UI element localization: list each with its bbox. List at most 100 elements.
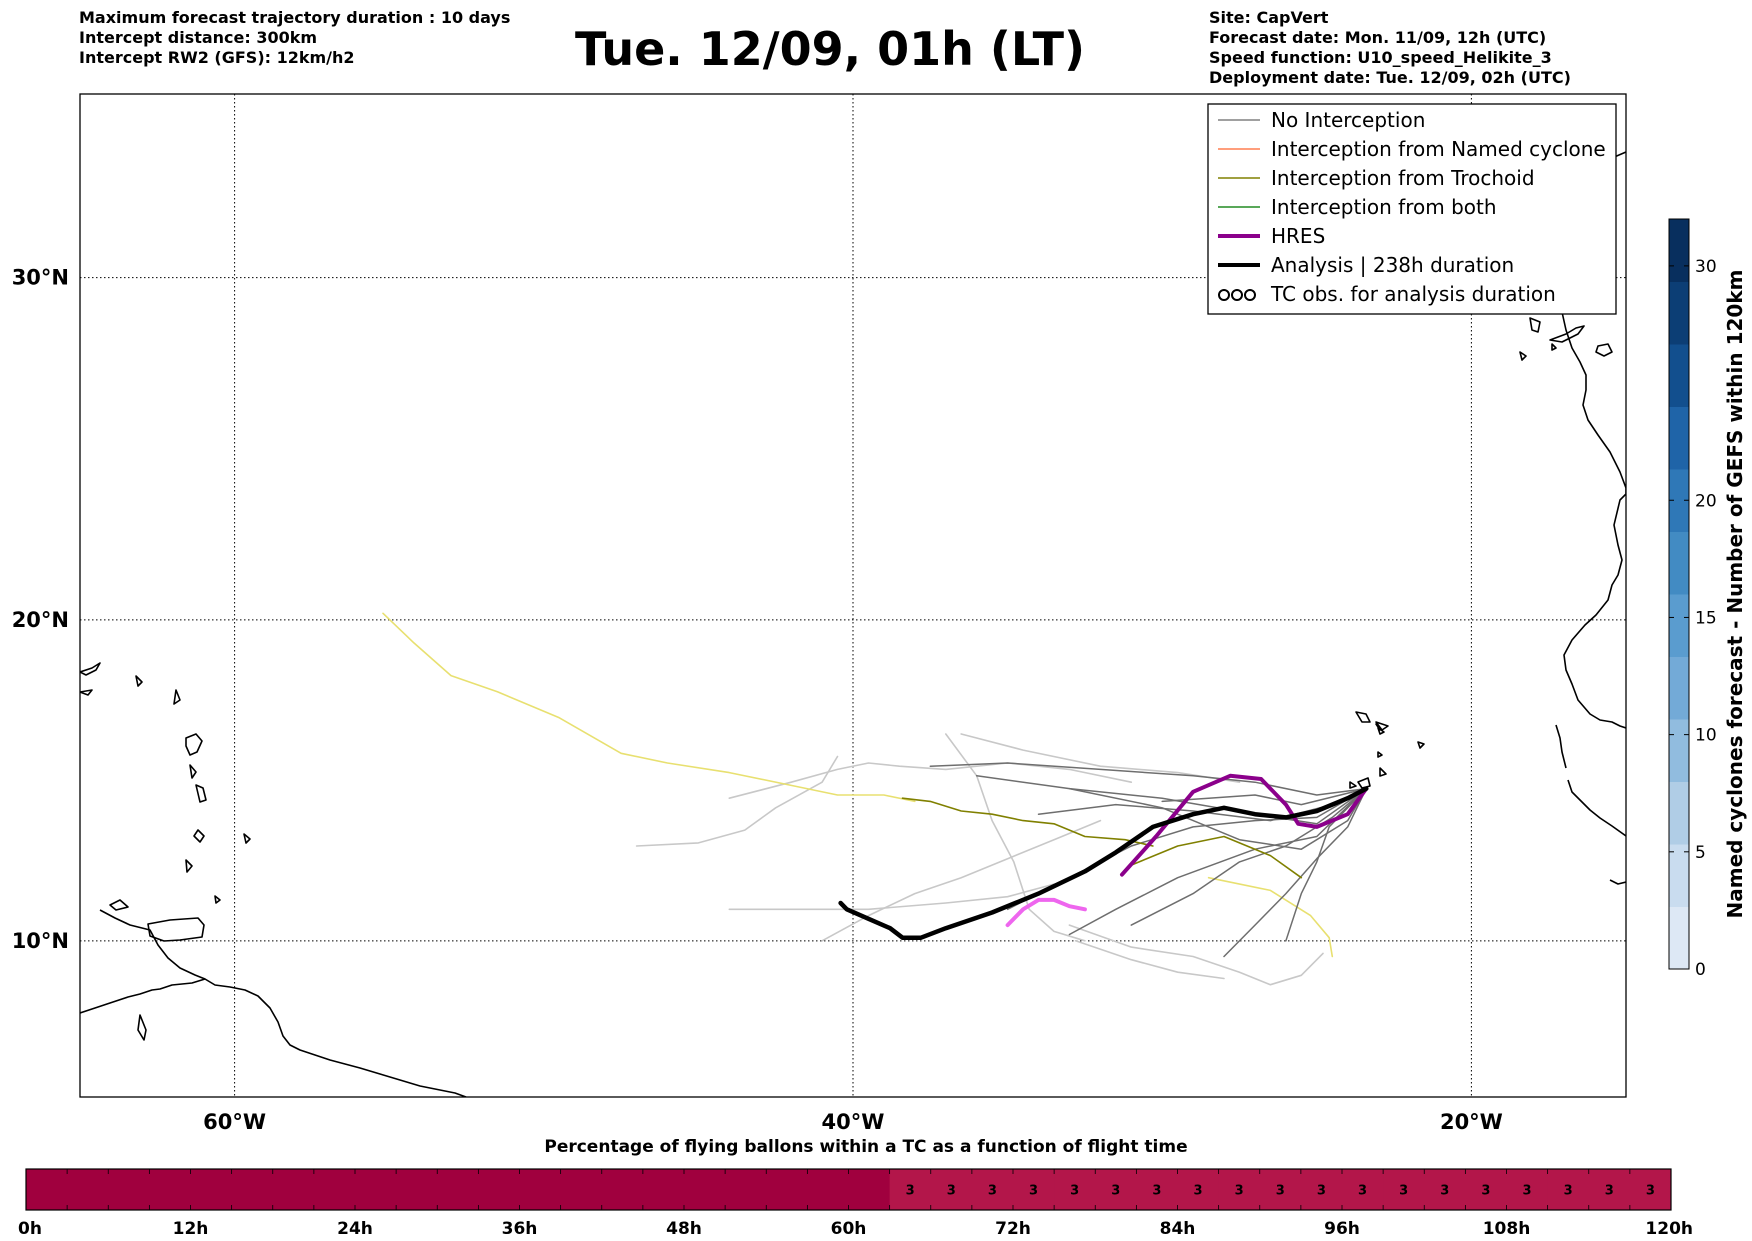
coast-capeverde-9 — [1377, 751, 1383, 758]
timebar-cells: 3 3 3 3 3 3 3 3 3 3 3 3 3 3 3 3 3 3 3 — [26, 1169, 1672, 1210]
timebar-cell — [355, 1169, 397, 1210]
gefs-light-track — [635, 755, 839, 847]
hres-light-track — [1005, 897, 1087, 928]
legend-label: TC obs. for analysis duration — [1270, 282, 1556, 306]
tc-symbol-icon — [1218, 289, 1256, 301]
coast-capeverde-5 — [1357, 777, 1371, 789]
timebar-cell-value: 3 — [1194, 1184, 1203, 1199]
timebar-cell — [766, 1169, 808, 1210]
timebar-cell — [642, 1169, 685, 1210]
timebar-cell — [725, 1169, 767, 1210]
timebar-cell-value: 3 — [1358, 1184, 1367, 1199]
coast-island-tobago — [214, 895, 221, 904]
timebar-cell — [519, 1169, 562, 1210]
timebar-cell — [1177, 1169, 1220, 1210]
colorbar-segment — [1669, 594, 1689, 657]
legend-label: HRES — [1271, 224, 1325, 248]
colorbar-segment — [1669, 344, 1689, 407]
timebar-cell-value: 3 — [1646, 1184, 1655, 1199]
axis-tick-labels: 30°N 20°N 10°N 60°W 40°W 20°W — [12, 266, 1503, 1134]
timebar-cell-value: 3 — [1523, 1184, 1532, 1199]
timebar-tick-label: 96h — [1324, 1219, 1360, 1239]
no-interception-track — [975, 775, 1368, 825]
coast-capeverde-1 — [1355, 711, 1371, 723]
legend-box — [1207, 103, 1617, 315]
timebar-cell-value: 3 — [1235, 1184, 1244, 1199]
timebar-cell — [1465, 1169, 1507, 1210]
timebar-cell — [1424, 1169, 1466, 1210]
colorbar-tick-label: 0 — [1695, 960, 1706, 980]
colorbar: 0 5 10 15 20 30 Named cyclones forecast - Num… — [1668, 218, 1747, 980]
timebar-cell — [1259, 1169, 1302, 1210]
timebar-cell-value: 3 — [1111, 1184, 1120, 1199]
lat-tick-label: 10°N — [12, 929, 69, 953]
tc-symbol-ring — [1218, 289, 1230, 301]
trochoid-track — [901, 797, 1154, 847]
analysis-track — [838, 786, 1369, 940]
lat-tick-label: 30°N — [12, 266, 69, 290]
forecast-date-text: Forecast date: Mon. 11/09, 12h (UTC) — [1209, 28, 1547, 47]
timebar-cell — [272, 1169, 315, 1210]
timebar-cell — [67, 1169, 109, 1210]
no-interception-track — [1223, 787, 1368, 958]
timebar-cell-value: 3 — [988, 1184, 997, 1199]
no-interception-track — [1285, 787, 1368, 942]
gefs-light-track — [1068, 924, 1324, 986]
timebar-cell — [1054, 1169, 1096, 1210]
colorbar-label: Named cyclones forecast - Number of GEFS… — [1723, 270, 1747, 919]
gefs-light-track — [728, 883, 1055, 911]
timebar-cell — [1300, 1169, 1343, 1210]
colorbar-segment — [1669, 281, 1689, 345]
coast-south-america — [80, 978, 467, 1097]
max-duration-text: Maximum forecast trajectory duration : 1… — [79, 8, 511, 27]
colorbar-ticks: 0 5 10 15 20 30 — [1669, 257, 1717, 980]
colorbar-segment — [1669, 531, 1689, 595]
trochoid-track — [1130, 835, 1303, 879]
timebar-cell — [1588, 1169, 1631, 1210]
lon-tick-label: 60°W — [203, 1110, 266, 1134]
deployment-date-text: Deployment date: Tue. 12/09, 02h (UTC) — [1209, 68, 1571, 87]
no-interception-track — [929, 762, 1368, 796]
timebar-cell-value: 3 — [1481, 1184, 1490, 1199]
coast-capeverde-2 — [1375, 721, 1389, 731]
timebar-title: Percentage of flying ballons within a TC… — [544, 1137, 1187, 1157]
coast-island-small-1 — [135, 675, 143, 687]
timebar-tick-label: 0h — [18, 1219, 42, 1239]
timebar-cell-value: 3 — [906, 1184, 915, 1199]
coast-capeverde-4 — [1375, 723, 1381, 731]
coast-island-antilles-3 — [189, 764, 197, 779]
timebar-ticks: 0h 12h 24h 36h 48h 60h 72h 84h 96h 108h 120h — [18, 1169, 1693, 1239]
timebar-cell-value: 3 — [1029, 1184, 1038, 1199]
timebar-cell — [231, 1169, 274, 1210]
timebar-cell — [807, 1169, 849, 1210]
coast-canary-4 — [1519, 351, 1527, 361]
timebar-cell — [848, 1169, 891, 1210]
no-interception-track — [1068, 787, 1368, 850]
intercept-distance-text: Intercept distance: 300km — [79, 28, 318, 47]
coast-island-antilles-2 — [195, 784, 207, 803]
colorbar-tick-label: 15 — [1695, 608, 1717, 628]
speed-function-text: Speed function: U10_speed_Helikite_3 — [1209, 48, 1552, 67]
coast-island-antilles-6 — [243, 833, 251, 844]
coast-island-2 — [80, 689, 93, 696]
timebar-cell-value: 3 — [1440, 1184, 1449, 1199]
colorbar-segment — [1669, 844, 1689, 907]
legend: No Interception Interception from Named c… — [1207, 103, 1617, 315]
timebar-cell — [108, 1169, 150, 1210]
coast-africa-senegal — [1555, 724, 1567, 769]
timebar-tick-label: 108h — [1483, 1219, 1531, 1239]
colorbar-segment — [1669, 469, 1689, 532]
legend-label: Interception from Trochoid — [1271, 166, 1535, 190]
timebar-cell — [1095, 1169, 1137, 1210]
map-frame — [79, 93, 1627, 1098]
no-interception-track — [1130, 787, 1368, 926]
colorbar-tick-label: 30 — [1695, 257, 1717, 277]
timebar-tick-label: 36h — [502, 1219, 538, 1239]
gefs-light-track — [1074, 939, 1225, 980]
timebar: Percentage of flying ballons within a TC… — [18, 1137, 1693, 1239]
timebar-cell-value: 3 — [1399, 1184, 1408, 1199]
colorbar-segment — [1669, 656, 1689, 720]
timebar-cell-value: 3 — [1605, 1184, 1614, 1199]
coast-capeverde-8 — [1349, 781, 1357, 789]
